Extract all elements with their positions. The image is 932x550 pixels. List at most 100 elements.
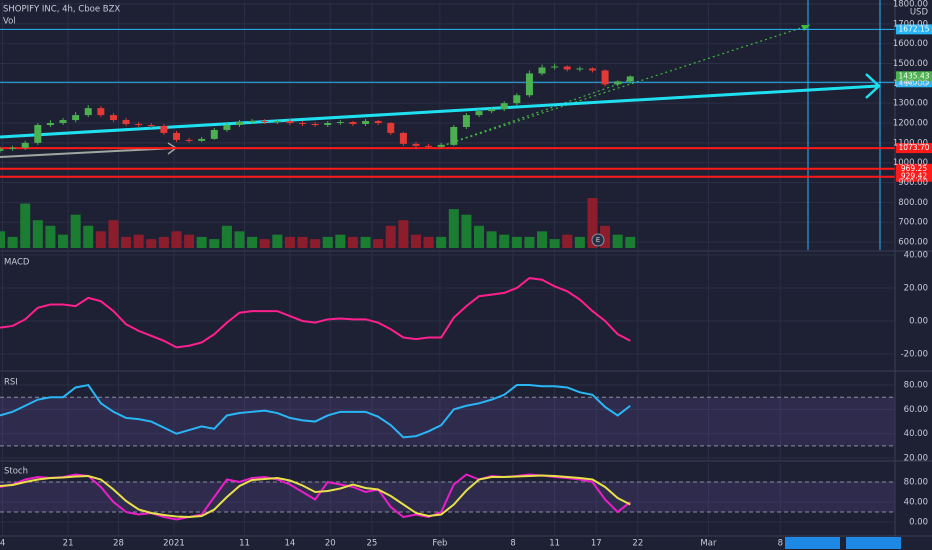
volume-bar xyxy=(448,209,459,248)
candle-body xyxy=(349,122,357,125)
volume-bar xyxy=(7,236,18,248)
price-level-label: 1672.15 xyxy=(898,24,929,33)
volume-bar xyxy=(587,198,598,248)
x-tick-label: 4 xyxy=(0,539,5,549)
volume-bar xyxy=(347,236,358,248)
y-tick-label: 1300.00 xyxy=(893,99,928,109)
indicator-line xyxy=(0,473,631,521)
indicator-line xyxy=(0,277,631,349)
volume-bar xyxy=(133,234,144,248)
price-level-box xyxy=(896,163,932,174)
candle-body xyxy=(147,125,155,127)
volume-bar xyxy=(373,239,384,248)
y-tick-label: 800.00 xyxy=(898,198,928,208)
currency: USD xyxy=(910,8,929,18)
volume-bar xyxy=(272,234,283,248)
volume-bar xyxy=(474,225,485,248)
drawings xyxy=(0,0,881,250)
y-tick-label: 1200.00 xyxy=(893,119,928,129)
candle-body xyxy=(72,115,80,121)
candle-body xyxy=(160,126,168,133)
earnings-label: E xyxy=(596,236,600,244)
volume-bar xyxy=(70,214,81,248)
x-tick-label: 14 xyxy=(285,539,296,549)
candle-body xyxy=(46,123,54,126)
candle-body xyxy=(122,120,130,125)
candle-body xyxy=(399,132,407,144)
y-tick-label: 40.00 xyxy=(904,429,928,439)
price-level-label: 1073.70 xyxy=(898,143,929,152)
x-tick-label: 8 xyxy=(510,539,515,549)
candle-body xyxy=(0,148,4,151)
x-tick-label: 28 xyxy=(113,539,124,549)
volume-bar xyxy=(562,234,573,248)
candle-body xyxy=(286,121,294,124)
x-tick-label: 20 xyxy=(325,539,336,549)
volume-bar xyxy=(0,231,5,248)
volume-bar xyxy=(486,231,497,248)
candle-body xyxy=(500,103,508,110)
grid-layer xyxy=(0,2,895,535)
y-tick-label: 0.00 xyxy=(909,518,928,528)
candle-body xyxy=(563,66,571,70)
volume-bar xyxy=(58,234,69,248)
candle-body xyxy=(374,121,382,124)
time-range-box xyxy=(846,537,901,549)
price-level-box xyxy=(896,24,932,35)
candle-body xyxy=(311,124,319,126)
volume-bar xyxy=(600,225,611,248)
volume-bar xyxy=(612,234,623,248)
y-tick-label: 1000.00 xyxy=(893,158,928,168)
candle-body xyxy=(185,139,193,141)
volume-bar xyxy=(234,231,245,248)
candle-body xyxy=(21,142,29,148)
candle-body xyxy=(576,68,584,70)
candle-body xyxy=(551,66,559,68)
volume-bar xyxy=(322,236,333,248)
volume-bar xyxy=(310,239,321,248)
indicator-line xyxy=(0,383,631,439)
volume-bar xyxy=(121,236,132,248)
candle-body xyxy=(9,147,17,149)
y-tick-label: 40.00 xyxy=(904,250,928,260)
volume-bar xyxy=(209,239,220,248)
y-tick-label: 1700.00 xyxy=(893,19,928,29)
candle-body xyxy=(588,68,596,71)
panel-title: Stoch xyxy=(4,467,28,477)
volume-bar xyxy=(259,239,270,248)
volume-bar xyxy=(385,225,396,248)
x-tick-label: 21 xyxy=(63,539,74,549)
volume-bar xyxy=(146,239,157,248)
candle-body xyxy=(198,138,206,141)
volume-bar xyxy=(32,220,43,248)
price-level-label: 1405.35 xyxy=(898,77,929,86)
price-level-box xyxy=(896,171,932,182)
last-price-label: 1435.43 xyxy=(898,71,929,80)
trend-arrow xyxy=(0,147,176,158)
y-tick-label: 0.00 xyxy=(909,316,928,326)
candle-body xyxy=(172,132,180,140)
indicator-line xyxy=(0,474,631,519)
candle-body xyxy=(462,115,470,127)
volume-bar xyxy=(436,236,447,248)
candle-body xyxy=(412,143,420,146)
candle-body xyxy=(248,121,256,123)
x-tick-label: 22 xyxy=(632,539,643,549)
candle-body xyxy=(324,123,332,126)
candle-body xyxy=(261,121,269,123)
y-tick-label: 60.00 xyxy=(904,405,928,415)
y-tick-label: 1400.00 xyxy=(893,79,928,89)
chart-title: SHOPIFY INC, 4h, Cboe BZX xyxy=(3,5,120,15)
volume-label: Vol xyxy=(3,17,16,27)
y-tick-label: 1600.00 xyxy=(893,39,928,49)
x-tick-label: Feb xyxy=(432,539,447,549)
candle-body xyxy=(84,108,92,116)
price-level-label: 929.42 xyxy=(901,172,927,181)
candle-body xyxy=(425,145,433,147)
volume-bar xyxy=(410,234,421,248)
volume-bar xyxy=(171,231,182,248)
trend-arrow xyxy=(441,79,631,147)
volume-bar xyxy=(625,236,636,248)
